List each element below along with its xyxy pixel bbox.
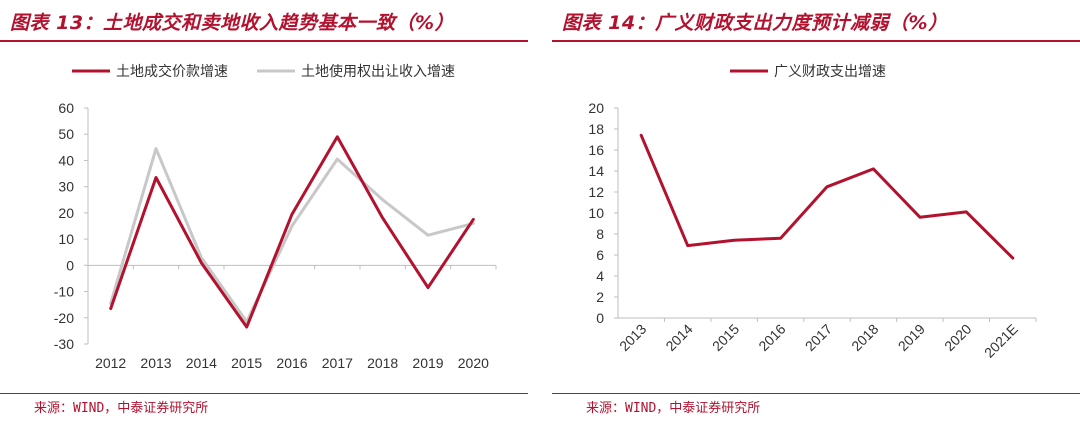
y-tick-label: 50 — [58, 126, 74, 142]
x-tick-label: 2021E — [981, 321, 1021, 361]
x-tick-label: 2020 — [941, 321, 974, 354]
x-tick-label: 2015 — [231, 355, 262, 371]
plot-area: 60 50 40 30 20 10 0 -10 -20 -30 2012 2013 2014 2015 20… — [54, 63, 497, 371]
x-tick-label: 2015 — [709, 321, 742, 354]
series-line-2 — [109, 147, 475, 324]
y-tick-label: 20 — [58, 205, 74, 221]
line-chart-land: 60 50 40 30 20 10 0 -10 -20 -30 2012 2013 2014 2015 20… — [54, 63, 497, 371]
legend-label: 广义财政支出增速 — [774, 64, 886, 80]
x-tick-label: 2017 — [322, 355, 353, 371]
legend-label: 土地使用权出让收入增速 — [301, 63, 455, 80]
y-tick-label: 6 — [596, 247, 604, 263]
x-tick-label: 2018 — [367, 355, 398, 371]
x-tick-label: 2020 — [458, 355, 489, 371]
x-tick-label: 2013 — [616, 321, 649, 354]
y-tick-label: 10 — [588, 205, 604, 221]
y-tick-label: 0 — [66, 257, 74, 273]
x-tick-label: 2017 — [802, 321, 835, 354]
y-tick-label: 12 — [588, 184, 604, 200]
x-tick-label: 2014 — [186, 355, 217, 371]
y-tick-label: 60 — [58, 100, 74, 116]
legend-label: 土地成交价款增速 — [116, 63, 228, 80]
source-rule — [552, 393, 1080, 394]
chart-title: 图表 13：土地成交和卖地收入趋势基本一致（%） — [10, 12, 455, 34]
x-tick-label: 2014 — [662, 321, 695, 354]
y-tick-label: 10 — [58, 231, 74, 247]
y-tick-label: 2 — [596, 289, 604, 305]
y-tick-label: 18 — [588, 121, 604, 137]
y-tick-label: 40 — [58, 152, 74, 168]
y-tick-label: 8 — [596, 226, 604, 242]
chart-panel-13: 图表 13：土地成交和卖地收入趋势基本一致（%） 60 50 40 30 20 10 0 -1… — [0, 0, 528, 426]
y-tick-label: 14 — [588, 163, 604, 179]
y-tick-label: 30 — [58, 179, 74, 195]
x-tick-label: 2019 — [412, 355, 443, 371]
y-tick-label: -20 — [54, 310, 74, 326]
x-tick-label: 2018 — [848, 321, 881, 354]
source-note: 来源：WIND，中泰证券研究所 — [34, 401, 209, 416]
y-tick-label: 4 — [596, 268, 604, 284]
y-tick-label: 0 — [596, 310, 604, 326]
chart-title: 图表 14：广义财政支出力度预计减弱（%） — [562, 12, 948, 34]
y-tick-label: -10 — [54, 284, 74, 300]
x-tick-label: 2019 — [895, 321, 928, 354]
source-note: 来源：WIND，中泰证券研究所 — [586, 401, 761, 416]
y-tick-label: 20 — [588, 100, 604, 116]
chart-panel-14: 图表 14：广义财政支出力度预计减弱（%） 20 18 16 14 12 10 8 6 4 2 0 2… — [552, 0, 1080, 426]
x-tick-label: 2012 — [95, 355, 126, 371]
x-tick-label: 2013 — [140, 355, 171, 371]
series-line-1 — [639, 133, 1015, 260]
x-tick-label: 2016 — [755, 321, 788, 354]
series-line-1 — [109, 135, 475, 329]
y-tick-label: 16 — [588, 142, 604, 158]
x-tick-label: 2016 — [276, 355, 307, 371]
source-rule — [0, 393, 528, 394]
y-tick-label: -30 — [54, 336, 74, 352]
title-rule — [552, 40, 1080, 42]
title-rule — [0, 40, 528, 42]
